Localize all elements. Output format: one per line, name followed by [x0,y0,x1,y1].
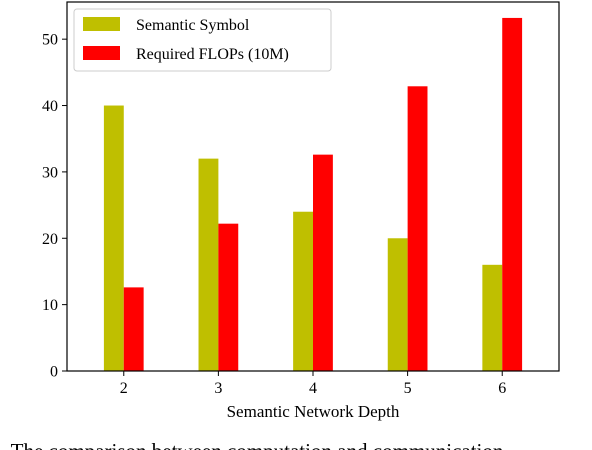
y-tick-label-20: 20 [42,231,58,248]
bar-semantic-symbol-2 [103,105,124,371]
x-tick-label-6: 6 [498,380,506,397]
x-tick-label-3: 3 [214,380,222,397]
bar-semantic-symbol-3 [198,158,219,371]
x-tick-label-2: 2 [120,380,128,397]
legend-swatch-required-flops [83,46,120,60]
bar-required-flops-2 [123,287,144,371]
figure-caption: 2. The comparison between computation an… [0,439,504,450]
bar-required-flops-6 [502,17,523,372]
legend-label-semantic-symbol: Semantic Symbol [136,17,250,34]
x-axis: 2 3 4 5 6 [120,371,506,397]
bar-required-flops-5 [407,86,428,371]
x-tick-label-5: 5 [404,380,412,397]
x-axis-label: Semantic Network Depth [227,402,400,421]
legend-box [73,8,332,72]
y-tick-label-30: 30 [42,164,58,181]
bar-semantic-symbol-6 [482,264,503,371]
y-tick-label-10: 10 [42,297,58,314]
y-tick-label-0: 0 [50,364,58,381]
legend-swatch-semantic-symbol [83,17,120,31]
bar-semantic-symbol-4 [293,211,313,371]
legend-label-required-flops: Required FLOPs (10M) [136,46,289,63]
bar-required-flops-4 [313,154,333,371]
legend: Semantic Symbol Required FLOPs (10M) [73,8,332,72]
y-tick-label-40: 40 [42,98,58,115]
x-tick-label-4: 4 [309,380,317,397]
bar-required-flops-3 [218,223,239,371]
y-axis: 0 10 20 30 40 50 [42,32,67,381]
bars-group [103,17,523,372]
plot-frame [66,1,560,372]
bar-semantic-symbol-5 [387,238,408,371]
y-tick-label-50: 50 [42,32,58,49]
